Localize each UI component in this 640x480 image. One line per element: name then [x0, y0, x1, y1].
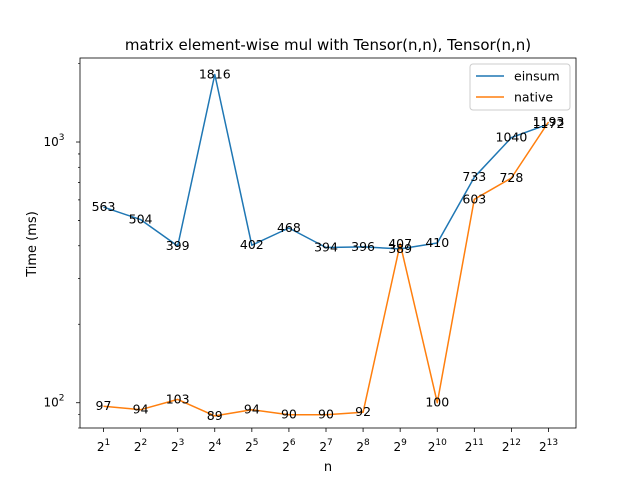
data-label-einsum: 468 [277, 220, 301, 235]
data-label-native: 89 [207, 408, 223, 423]
data-label-einsum: 399 [166, 238, 190, 253]
data-label-native: 603 [462, 191, 486, 206]
x-tick-label: 211 [465, 438, 484, 454]
data-label-einsum: 733 [462, 169, 486, 184]
x-tick-label: 212 [502, 438, 521, 454]
data-label-einsum: 563 [92, 199, 116, 214]
plot-area [80, 58, 576, 428]
series-lines [79, 57, 577, 429]
data-label-einsum: 504 [129, 212, 153, 227]
data-label-native: 94 [244, 402, 260, 417]
series-line-native [103, 121, 550, 417]
legend-label-einsum: einsum [514, 69, 560, 84]
axis-ticks: 21 22 23 24 25 26 27 28 29 210 211 212 213 102 103 [43, 63, 558, 454]
x-tick-label: 29 [393, 438, 407, 454]
data-label-einsum: 394 [314, 239, 338, 254]
y-axis-label: Time (ms) [25, 211, 40, 278]
x-tick-label: 22 [134, 438, 147, 454]
x-tick-label: 28 [356, 438, 370, 454]
x-tick-label: 26 [282, 438, 296, 454]
data-label-native: 1193 [533, 114, 565, 129]
data-label-native: 407 [388, 236, 412, 251]
data-label-einsum: 410 [425, 235, 449, 250]
data-label-native: 103 [166, 391, 190, 406]
data-label-native: 90 [281, 407, 297, 422]
chart-title: matrix element-wise mul with Tensor(n,n)… [125, 36, 531, 54]
data-label-native: 92 [355, 404, 371, 419]
x-tick-label: 27 [319, 438, 332, 454]
x-tick-label: 21 [97, 438, 110, 454]
data-label-native: 94 [133, 402, 149, 417]
data-label-einsum: 1040 [496, 130, 528, 145]
y-tick-label: 103 [43, 133, 64, 149]
y-tick-label: 102 [43, 394, 64, 410]
data-label-native: 100 [425, 395, 449, 410]
x-tick-label: 24 [208, 438, 222, 454]
series-line-einsum [103, 73, 549, 250]
legend-label-native: native [514, 90, 553, 105]
data-label-einsum: 1172 [533, 116, 565, 131]
data-label-einsum: 389 [388, 241, 412, 256]
plot-background [80, 58, 576, 428]
x-axis-label: n [324, 460, 332, 475]
x-tick-label: 25 [245, 438, 258, 454]
data-label-native: 97 [96, 398, 112, 413]
data-label-einsum: 402 [240, 237, 264, 252]
x-tick-label: 23 [171, 438, 184, 454]
plot-frame [79, 57, 577, 429]
data-label-native: 90 [318, 407, 334, 422]
data-label-einsum: 1816 [199, 66, 231, 81]
x-tick-label: 210 [428, 438, 447, 454]
data-label-einsum: 396 [351, 239, 375, 254]
x-tick-label: 213 [539, 438, 558, 454]
data-labels: 563 504 399 1816 402 468 394 396 389 410 733 1040 11… [92, 66, 565, 422]
data-label-native: 728 [499, 170, 523, 185]
legend: einsum native [469, 63, 571, 111]
